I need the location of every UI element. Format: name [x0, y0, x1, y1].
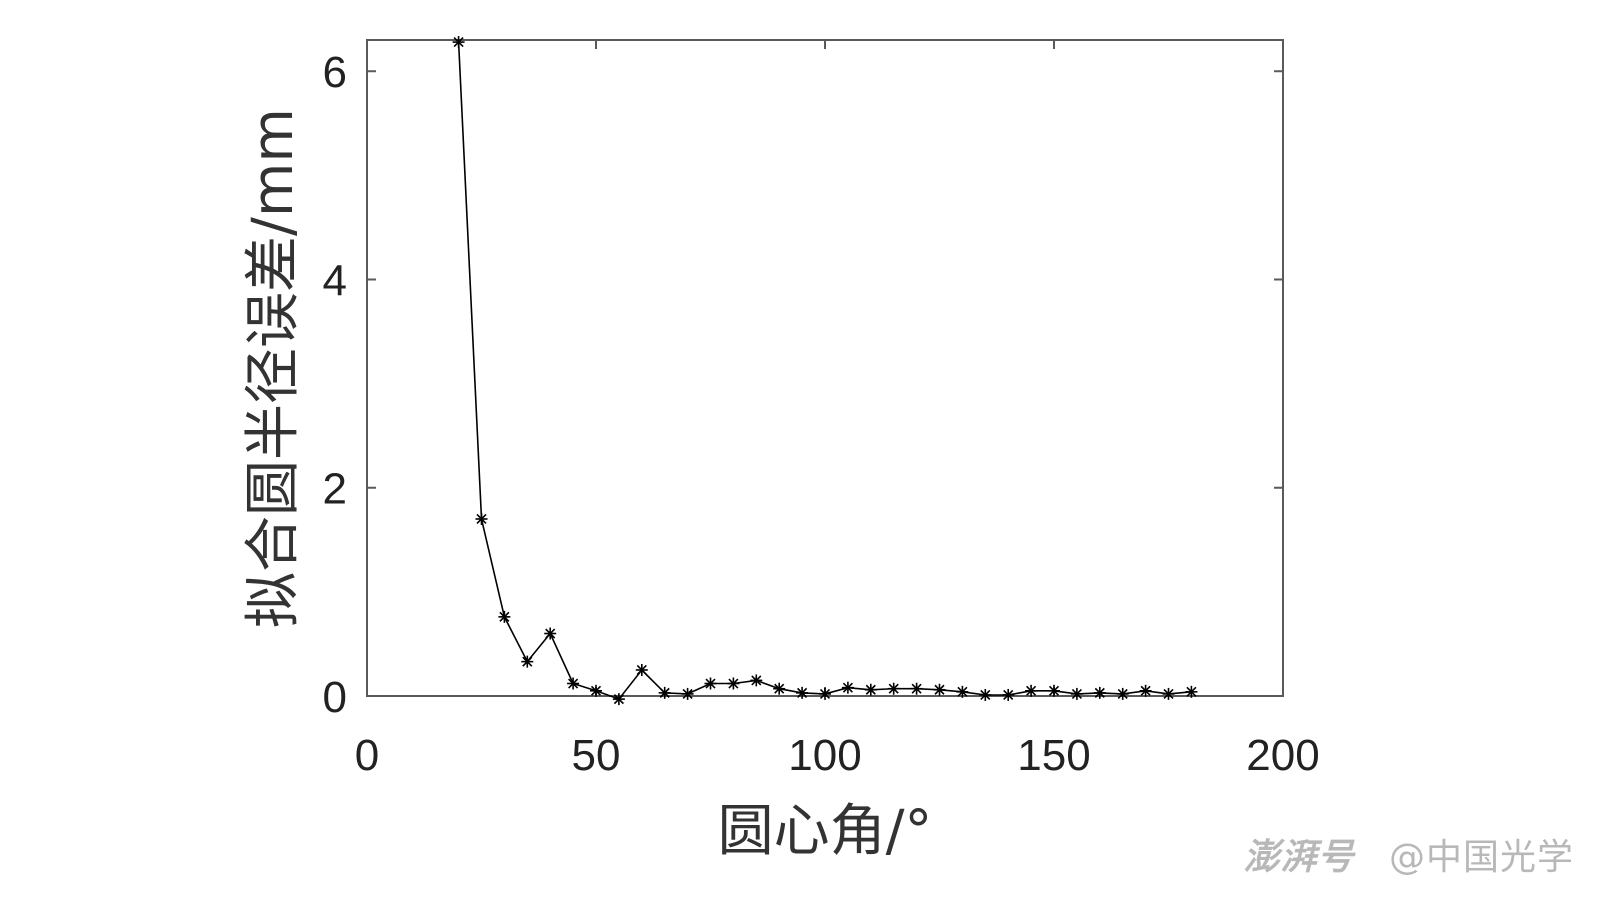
series-markers [452, 36, 1198, 706]
data-point-marker [796, 686, 809, 699]
watermark: 澎湃号 @中国光学 [1244, 828, 1574, 880]
x-axis-title: 圆心角/° [718, 799, 933, 864]
data-point-marker [544, 627, 557, 640]
data-point-marker [979, 688, 992, 701]
data-point-marker [681, 687, 694, 700]
x-tick-label: 200 [1246, 731, 1319, 780]
data-point-marker [521, 655, 534, 668]
data-point-marker [956, 685, 969, 698]
x-tick-label: 150 [1017, 731, 1090, 780]
data-point-marker [452, 36, 465, 49]
data-point-marker [910, 682, 923, 695]
x-tick-label: 100 [788, 731, 861, 780]
data-point-marker [658, 686, 671, 699]
data-point-marker [887, 682, 900, 695]
y-tick-label: 2 [323, 465, 347, 514]
y-tick-label: 6 [323, 48, 347, 97]
data-point-marker [704, 677, 717, 690]
data-point-marker [1070, 687, 1083, 700]
watermark-brand: 澎湃号 [1243, 837, 1355, 878]
data-point-marker [1116, 687, 1129, 700]
x-tick-label: 0 [355, 731, 379, 780]
y-tick-label: 0 [323, 673, 347, 722]
data-point-marker [727, 677, 740, 690]
axis-ticks [366, 40, 1284, 697]
tick-labels: 0 50 100 150 200 0 2 4 6 [323, 48, 1320, 780]
data-point-marker [1139, 684, 1152, 697]
watermark-account: @中国光学 [1388, 837, 1574, 878]
data-point-marker [612, 693, 625, 706]
data-point-marker [498, 610, 511, 623]
data-point-marker [773, 682, 786, 695]
data-point-marker [635, 663, 648, 676]
x-tick-label: 50 [572, 731, 621, 780]
data-point-marker [933, 683, 946, 696]
data-point-marker [475, 512, 488, 525]
data-point-marker [841, 681, 854, 694]
data-point-marker [864, 683, 877, 696]
data-point-marker [1002, 688, 1015, 701]
y-tick-label: 4 [323, 256, 347, 305]
data-point-marker [1162, 687, 1175, 700]
data-point-marker [750, 674, 763, 687]
data-point-marker [1093, 686, 1106, 699]
data-point-marker [590, 684, 602, 697]
data-point-marker [1048, 684, 1060, 697]
data-point-marker [819, 687, 831, 700]
data-point-marker [1025, 684, 1038, 697]
y-axis-title: 拟合圆半径误差/mm [241, 108, 306, 628]
data-point-marker [1185, 685, 1198, 698]
plot-area [366, 39, 1284, 697]
data-point-marker [567, 677, 580, 690]
